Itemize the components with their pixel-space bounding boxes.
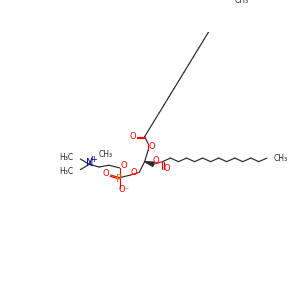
Text: O: O <box>130 132 136 141</box>
Text: CH₃: CH₃ <box>98 150 112 159</box>
Text: H₃C: H₃C <box>59 167 73 176</box>
Text: O: O <box>121 161 128 170</box>
Text: O: O <box>103 169 110 178</box>
Polygon shape <box>145 162 154 167</box>
Text: +: + <box>90 155 97 164</box>
Text: CH₃: CH₃ <box>234 0 248 4</box>
Text: H₃C: H₃C <box>59 153 73 162</box>
Text: O: O <box>152 156 159 165</box>
Text: P: P <box>116 175 122 184</box>
Text: O: O <box>164 164 170 173</box>
Text: CH₃: CH₃ <box>273 154 287 163</box>
Text: O: O <box>130 168 137 177</box>
Text: O⁻: O⁻ <box>118 185 130 194</box>
Text: N: N <box>85 158 93 168</box>
Text: O: O <box>148 142 155 151</box>
